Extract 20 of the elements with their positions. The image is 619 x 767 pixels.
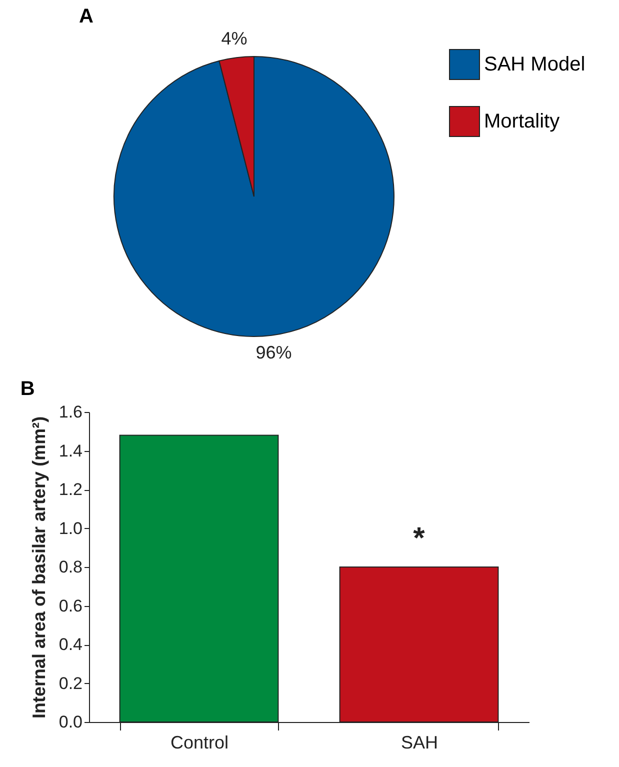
y-tick-label: 1.2 xyxy=(58,480,82,499)
y-axis-title: Internal area of basilar artery (mm²) xyxy=(28,416,49,719)
y-tick-label: 0.8 xyxy=(58,558,82,576)
y-tick-label: 0.6 xyxy=(58,596,82,616)
y-tick-label: 0.2 xyxy=(58,674,82,693)
y-tick-label: 1.0 xyxy=(58,518,82,538)
x-tick-label: Control xyxy=(170,732,229,752)
y-tick-label: 0.4 xyxy=(58,635,82,654)
legend-label: SAH Model xyxy=(484,54,586,76)
y-tick-label: 0.0 xyxy=(58,712,82,732)
data-label: 96% xyxy=(256,342,292,362)
y-tick-label: 1.6 xyxy=(58,402,82,422)
chart-title: B xyxy=(20,378,35,400)
x-tick-label: SAH xyxy=(400,732,438,752)
y-tick-label: 1.4 xyxy=(58,441,82,460)
data-label: 4% xyxy=(221,28,248,49)
legend-label: Mortality xyxy=(484,110,560,132)
annotation: * xyxy=(413,522,426,555)
chart-title: A xyxy=(79,6,94,28)
pie-slice xyxy=(114,56,394,337)
